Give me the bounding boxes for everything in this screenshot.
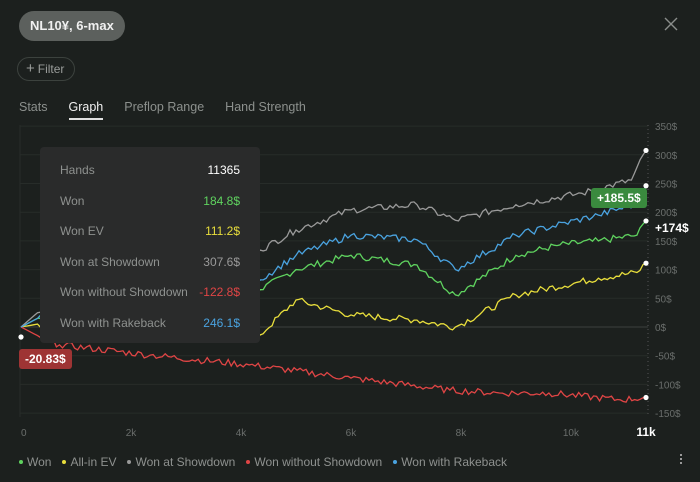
y-tick-label: -150$ (655, 409, 681, 420)
tab-stats[interactable]: Stats (19, 100, 48, 114)
x-tick-label: 8k (456, 428, 468, 439)
series-end-point (643, 394, 649, 401)
green-value-tag: +185.5$ (591, 188, 647, 208)
tooltip-value: 307.6$ (203, 254, 240, 269)
y-tick-label: -100$ (655, 380, 681, 391)
y-tick-label: 300$ (655, 151, 678, 162)
tooltip-value: 184.8$ (203, 193, 240, 208)
tooltip-value: -122.8$ (199, 285, 240, 299)
tooltip-label: Won at Showdown (60, 254, 160, 269)
tooltip-row: Hands 11365 (60, 163, 240, 194)
y-tick-label: 150$ (655, 237, 678, 248)
y-tick-label: 100$ (655, 266, 678, 277)
y-tick-label: 350$ (655, 122, 678, 133)
y-tick-label: 50$ (655, 294, 672, 305)
y-tick-label: -50$ (655, 352, 675, 363)
x-tick-label: 10k (563, 428, 580, 439)
filter-label: Filter (37, 62, 65, 76)
x-tick-label: 11k (636, 425, 656, 439)
tab-preflop-range[interactable]: Preflop Range (124, 100, 205, 114)
series-end-point (643, 147, 649, 154)
legend-item[interactable]: Won with Rakeback (393, 455, 507, 469)
tooltip-label: Won with Rakeback (60, 315, 166, 330)
x-tick-label: 4k (236, 428, 248, 439)
tooltip-label: Won (60, 193, 85, 208)
series-line (20, 326, 647, 403)
tooltip-row: Won EV 111.2$ (60, 224, 240, 255)
close-icon[interactable] (662, 15, 680, 33)
legend-item[interactable]: Won without Showdown (246, 455, 382, 469)
red-value-tag: -20.83$ (19, 349, 72, 369)
y-tick-label: 250$ (655, 180, 678, 191)
cursor-start-point (18, 334, 24, 340)
legend-dot-icon (127, 460, 132, 464)
stakes-chip[interactable]: NL10¥, 6-max (19, 11, 125, 41)
legend-label: Won without Showdown (254, 455, 383, 469)
x-tick-label: 6k (346, 428, 358, 439)
tab-bar: Stats Graph Preflop Range Hand Strength (19, 100, 327, 120)
tooltip-row: Won without Showdown -122.8$ (60, 285, 240, 316)
x-tick-label: 2k (126, 428, 138, 439)
filter-button[interactable]: + Filter (17, 57, 76, 81)
tooltip-label: Won without Showdown (60, 285, 188, 299)
legend-item[interactable]: Won (19, 455, 51, 469)
plus-icon: + (26, 60, 35, 77)
legend-dot-icon (62, 460, 67, 464)
tooltip-label: Hands (60, 163, 95, 177)
legend-dot-icon (393, 460, 398, 464)
series-end-point (643, 260, 649, 266)
tooltip-label: Won EV (60, 224, 104, 238)
legend: Won All-in EV Won at Showdown Won without S… (19, 455, 518, 469)
tooltip-row: Won at Showdown 307.6$ (60, 255, 240, 286)
end-value-label: +174$ (655, 221, 689, 235)
more-options-icon[interactable] (676, 452, 686, 470)
stats-tooltip: Hands 11365 Won 184.8$ Won EV 111.2$ Won at Sh… (40, 147, 260, 343)
tooltip-row: Won 184.8$ (60, 194, 240, 225)
y-tick-label: 200$ (655, 208, 678, 219)
series-end-point (643, 218, 649, 224)
x-tick-label: 0 (21, 428, 27, 439)
legend-label: Won at Showdown (135, 455, 236, 469)
tooltip-value: 111.2$ (205, 224, 240, 238)
tooltip-value: 11365 (207, 163, 240, 177)
legend-dot-icon (246, 460, 251, 464)
legend-label: Won with Rakeback (401, 455, 508, 469)
legend-label: All-in EV (70, 455, 117, 469)
series-end-point (643, 183, 649, 189)
legend-item[interactable]: Won at Showdown (127, 455, 235, 469)
legend-dot-icon (19, 460, 23, 464)
tab-hand-strength[interactable]: Hand Strength (225, 100, 306, 114)
tab-graph[interactable]: Graph (68, 100, 104, 120)
tooltip-row: Won with Rakeback 246.1$ (60, 316, 240, 347)
tooltip-value: 246.1$ (203, 315, 240, 330)
legend-label: Won (27, 455, 52, 469)
y-tick-label: 0$ (655, 323, 667, 334)
legend-item[interactable]: All-in EV (62, 455, 116, 469)
